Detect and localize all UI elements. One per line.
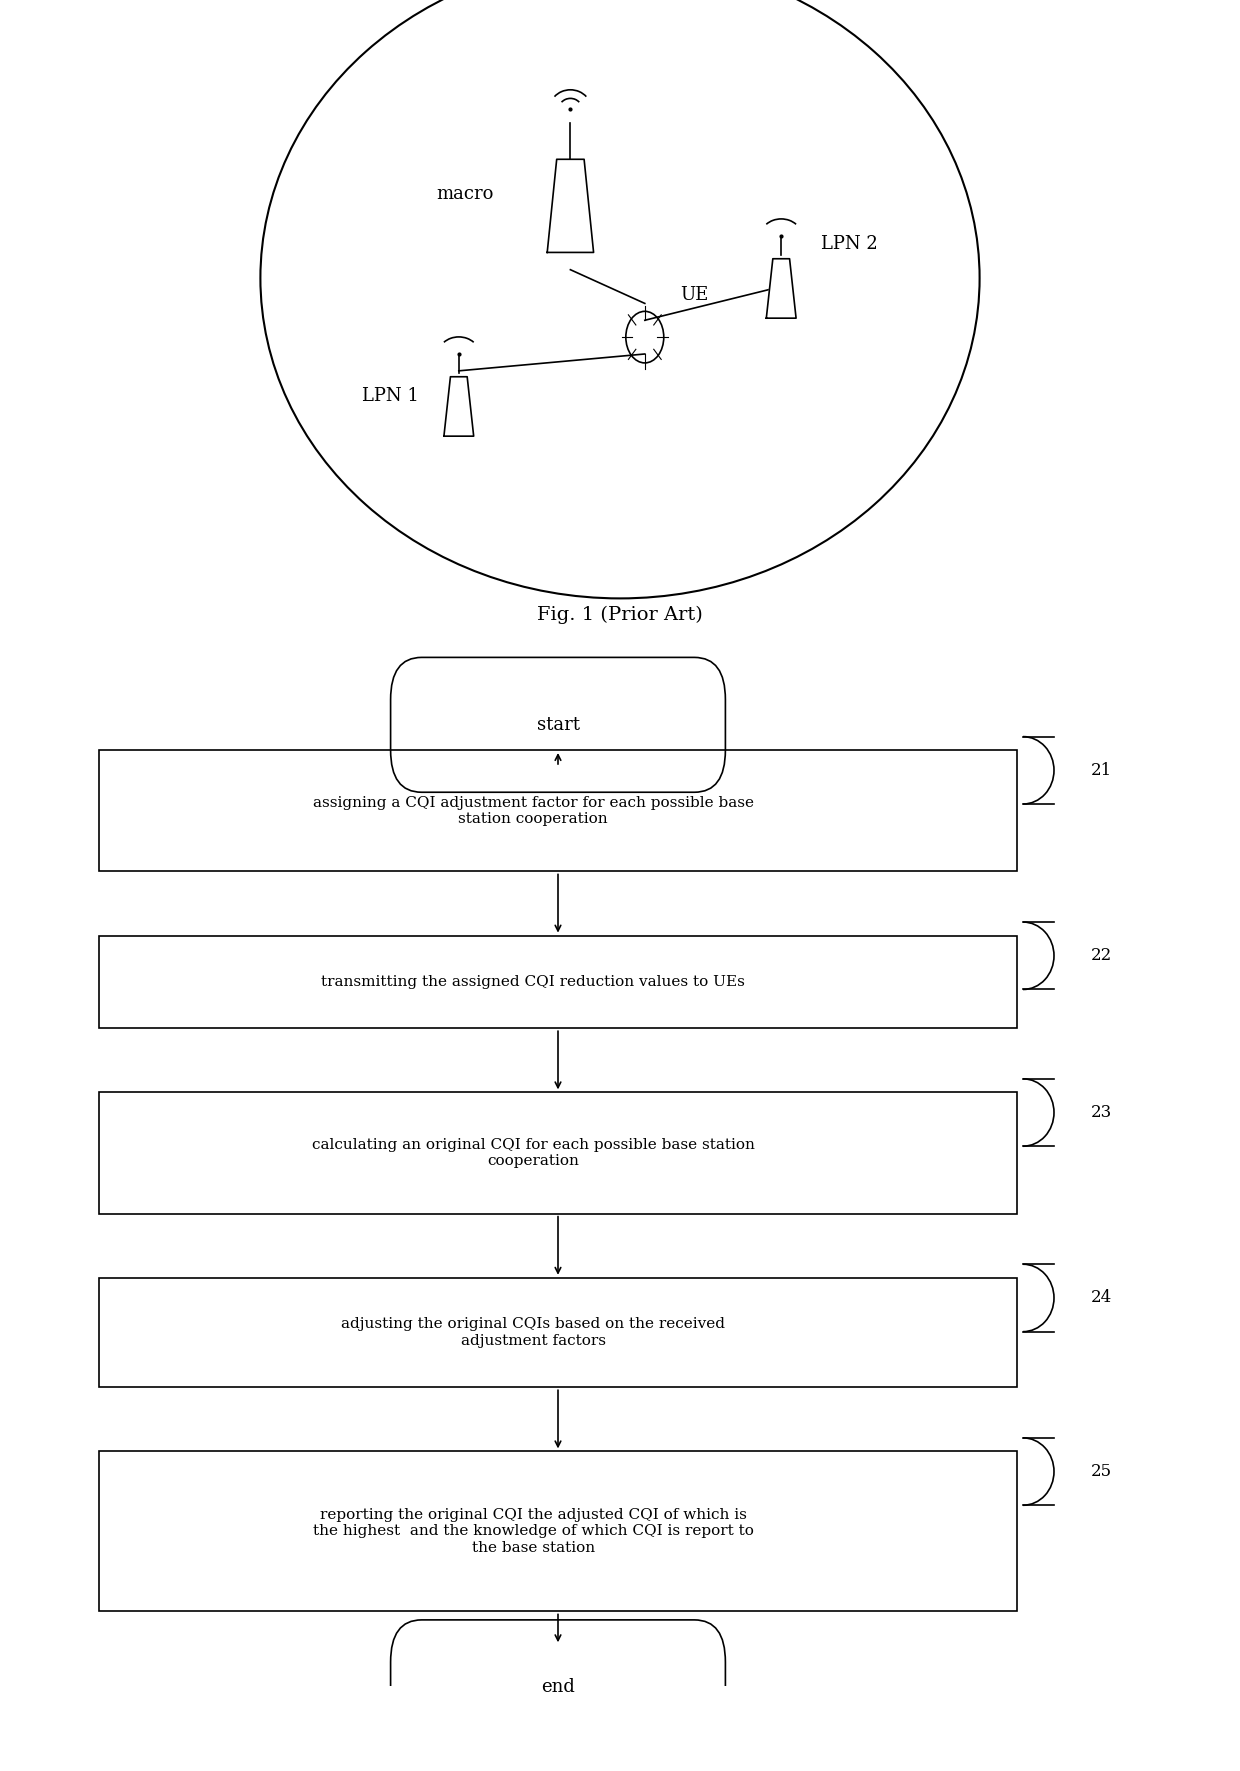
Text: end: end <box>541 1679 575 1697</box>
Text: macro: macro <box>436 184 494 204</box>
Text: assigning a CQI adjustment factor for each possible base
station cooperation: assigning a CQI adjustment factor for ea… <box>312 795 754 825</box>
Text: UE: UE <box>681 285 708 305</box>
Text: transmitting the assigned CQI reduction values to UEs: transmitting the assigned CQI reduction … <box>321 974 745 988</box>
Text: 21: 21 <box>1090 762 1112 779</box>
Text: LPN 2: LPN 2 <box>821 236 878 253</box>
Polygon shape <box>444 377 474 436</box>
Text: calculating an original CQI for each possible base station
cooperation: calculating an original CQI for each pos… <box>311 1139 755 1169</box>
Text: reporting the original CQI the adjusted CQI of which is
the highest  and the kno: reporting the original CQI the adjusted … <box>312 1509 754 1555</box>
Text: 22: 22 <box>1090 947 1112 963</box>
Text: 25: 25 <box>1090 1463 1112 1481</box>
Polygon shape <box>766 259 796 319</box>
Text: LPN 1: LPN 1 <box>362 388 419 406</box>
Text: adjusting the original CQIs based on the received
adjustment factors: adjusting the original CQIs based on the… <box>341 1318 725 1348</box>
Text: 24: 24 <box>1090 1289 1112 1307</box>
Text: 23: 23 <box>1090 1103 1112 1121</box>
Text: Fig. 1 (Prior Art): Fig. 1 (Prior Art) <box>537 606 703 625</box>
Polygon shape <box>547 159 594 253</box>
Text: start: start <box>537 715 579 733</box>
